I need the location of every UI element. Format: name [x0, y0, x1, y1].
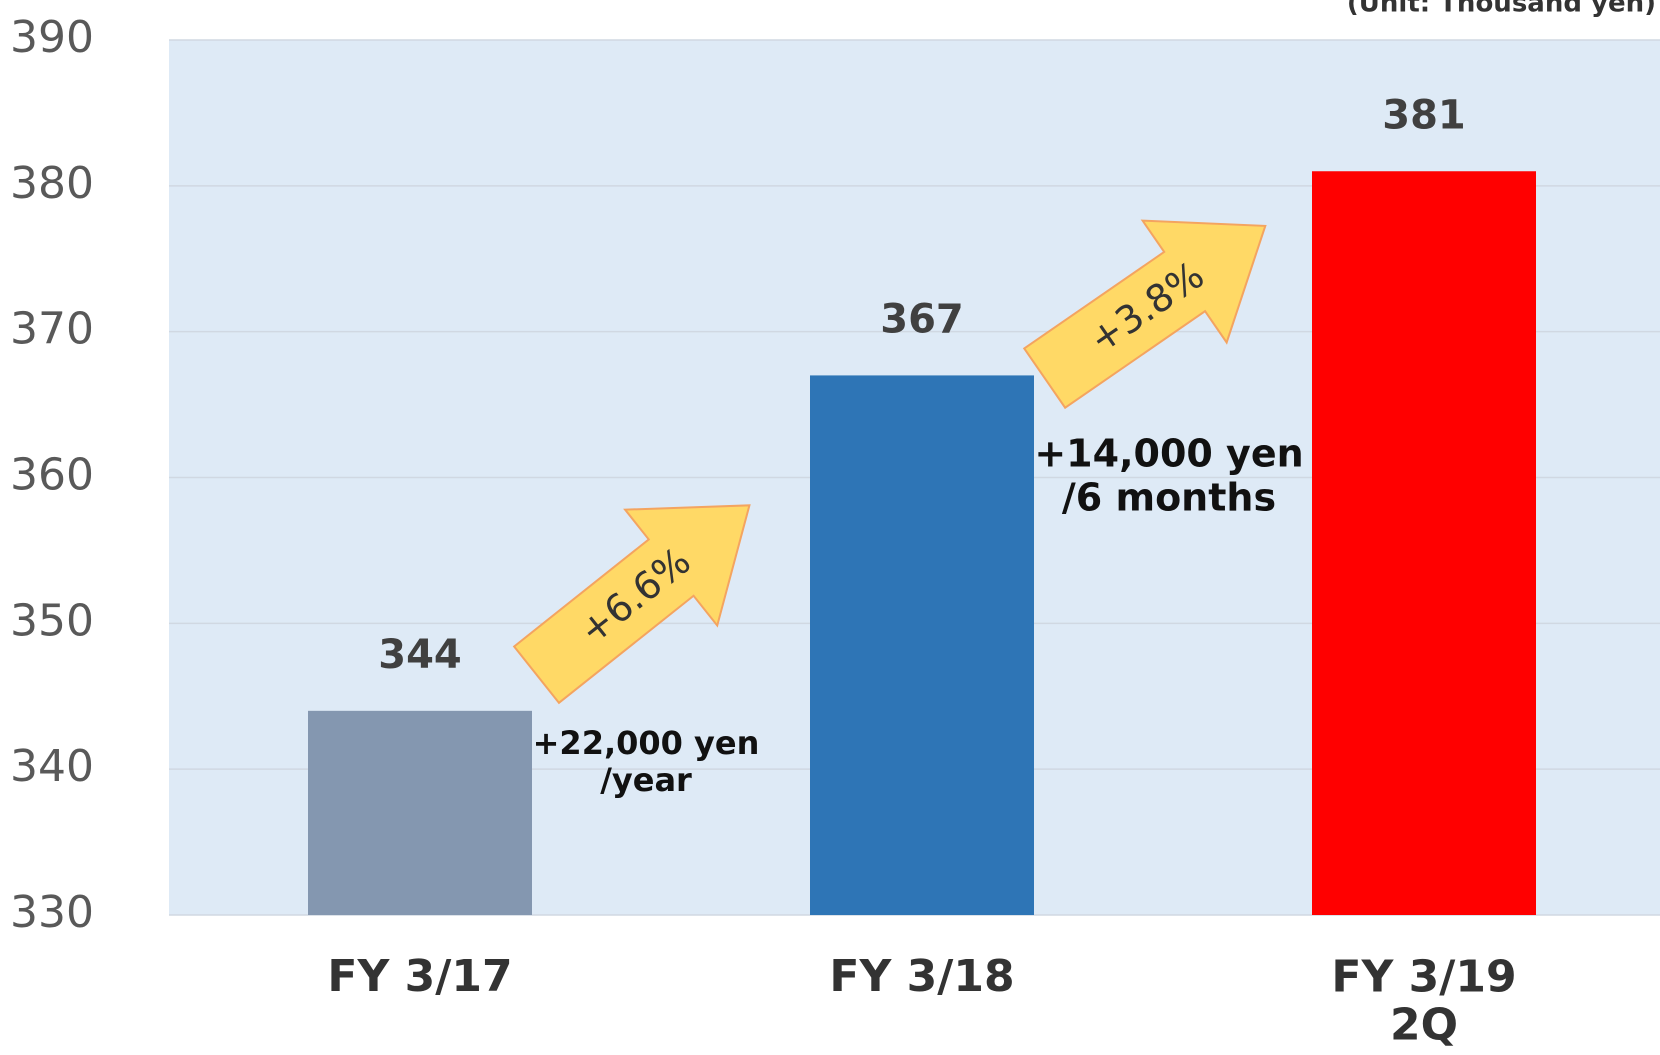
increase-label: +22,000 yen /year	[532, 724, 760, 799]
y-tick-label: 360	[10, 450, 94, 501]
bar	[1312, 171, 1536, 915]
bar	[810, 375, 1034, 916]
unit-label: (Unit: Thousand yen)	[1347, 0, 1656, 19]
growth-arrow: +6.6%	[512, 504, 751, 705]
y-tick-label: 370	[10, 304, 94, 355]
x-tick-label: FY 3/17	[327, 950, 513, 1002]
x-tick-label: FY 3/18	[829, 950, 1015, 1002]
y-tick-label: 380	[10, 158, 94, 209]
value-label: 367	[880, 296, 964, 342]
value-label: 381	[1382, 92, 1466, 138]
y-tick-label: 330	[10, 887, 94, 938]
y-tick-label: 350	[10, 595, 94, 646]
growth-arrow: +3.8%	[1022, 219, 1267, 410]
x-tick-label: FY 3/19 2Q	[1331, 951, 1517, 1051]
value-label: 344	[378, 632, 462, 678]
y-tick-label: 390	[10, 12, 94, 63]
increase-label: +14,000 yen /6 months	[1034, 431, 1304, 519]
y-tick-label: 340	[10, 741, 94, 792]
bar	[308, 710, 532, 915]
